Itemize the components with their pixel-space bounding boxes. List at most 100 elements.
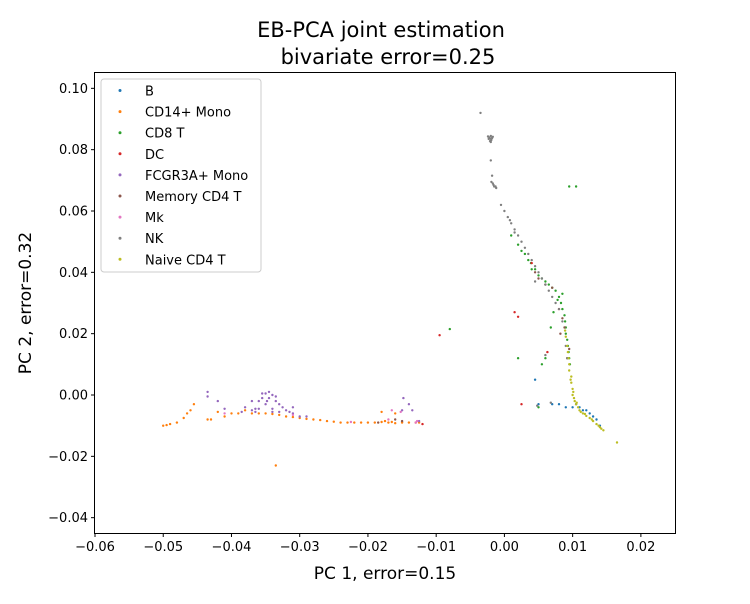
data-point <box>243 406 247 409</box>
legend: B CD14+ Mono CD8 T DC FCGR3A+ Mono Memory CD4… <box>100 78 262 273</box>
data-point <box>291 413 295 417</box>
data-point <box>516 357 520 360</box>
data-point <box>274 395 277 398</box>
data-point <box>513 228 516 231</box>
data-point <box>274 464 277 467</box>
data-point <box>250 409 254 412</box>
data-point <box>402 396 405 400</box>
data-point <box>257 412 260 415</box>
data-point <box>571 406 574 409</box>
legend-label: Naive CD4 T <box>145 253 226 268</box>
data-point <box>571 387 574 391</box>
data-point <box>490 174 494 177</box>
data-point <box>520 403 523 406</box>
data-point <box>380 410 383 414</box>
data-point <box>564 332 567 335</box>
data-point <box>206 395 209 398</box>
data-point <box>533 268 537 271</box>
data-point <box>513 311 516 314</box>
data-point <box>564 406 567 409</box>
data-point <box>575 401 578 404</box>
chart-subtitle: bivariate error=0.25 <box>281 45 496 69</box>
data-point <box>380 420 383 424</box>
data-point <box>566 350 570 354</box>
data-point <box>250 399 254 403</box>
data-point <box>257 399 260 403</box>
data-point <box>561 307 564 311</box>
data-point <box>479 111 482 115</box>
data-point <box>563 320 567 323</box>
data-point <box>261 392 264 395</box>
data-point <box>209 418 213 421</box>
legend-label: Mk <box>145 211 164 226</box>
data-point <box>278 410 281 414</box>
legend-marker <box>118 110 122 114</box>
data-point <box>399 410 402 414</box>
data-point <box>585 409 588 412</box>
data-point <box>523 252 527 256</box>
data-point <box>230 412 233 415</box>
data-point <box>407 403 411 406</box>
data-point <box>530 258 533 262</box>
data-point <box>588 412 591 415</box>
data-point <box>417 419 421 423</box>
data-point <box>563 314 566 317</box>
legend-label: DC <box>145 148 164 163</box>
data-point <box>271 393 274 397</box>
x-tick-label: 0.01 <box>558 540 587 555</box>
data-point <box>510 234 513 237</box>
data-point <box>319 418 322 422</box>
data-point <box>267 396 271 400</box>
data-point <box>563 326 566 329</box>
data-point <box>508 219 512 222</box>
data-point <box>544 280 547 283</box>
data-point <box>271 407 274 410</box>
legend-marker <box>118 152 122 156</box>
data-point <box>387 421 390 424</box>
data-point <box>400 409 404 412</box>
legend-marker <box>118 215 122 219</box>
data-point <box>579 410 582 414</box>
data-point <box>486 135 490 138</box>
data-point <box>581 412 585 415</box>
data-point <box>390 409 393 412</box>
data-point <box>257 407 260 410</box>
data-point <box>390 420 393 424</box>
data-point <box>407 421 411 424</box>
data-point <box>573 399 576 403</box>
data-point <box>566 338 569 341</box>
data-point <box>591 415 595 418</box>
data-point <box>243 409 247 412</box>
data-point <box>274 399 277 403</box>
data-point <box>216 399 219 403</box>
data-point <box>527 258 530 262</box>
data-point <box>494 185 497 188</box>
data-point <box>570 375 573 378</box>
legend-label: Memory CD4 T <box>145 190 241 205</box>
legend-marker <box>118 236 122 240</box>
data-point <box>595 418 598 421</box>
data-point <box>523 246 527 249</box>
data-point <box>520 249 523 253</box>
data-point <box>394 412 397 415</box>
data-point <box>488 137 492 140</box>
data-point <box>578 409 581 412</box>
data-point <box>250 412 254 415</box>
data-point <box>556 298 559 302</box>
data-point <box>421 422 424 426</box>
data-point <box>559 301 563 305</box>
data-point <box>554 289 557 292</box>
data-point <box>595 422 598 426</box>
x-axis: −0.06 −0.05 −0.04 −0.03 −0.02 −0.01 0.00 0.01 0.… <box>75 533 655 555</box>
data-point <box>533 265 537 268</box>
legend-label: B <box>145 85 154 100</box>
data-point <box>568 185 571 188</box>
x-tick-label: −0.04 <box>212 540 252 555</box>
data-point <box>491 135 494 138</box>
data-point <box>597 424 600 427</box>
data-point <box>165 423 168 427</box>
data-point <box>533 271 537 274</box>
data-point <box>278 413 281 417</box>
